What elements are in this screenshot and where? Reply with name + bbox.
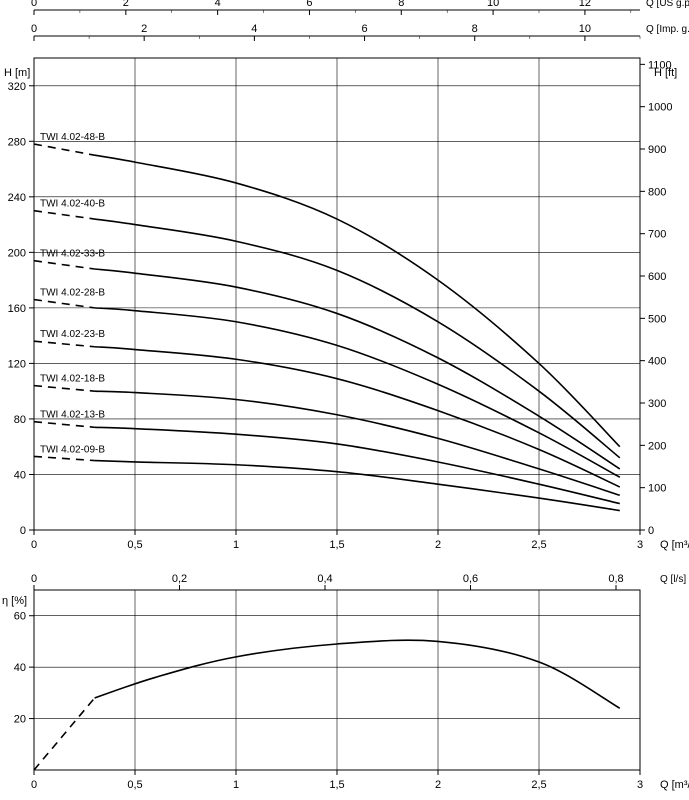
curve-TWI 4.02-09-B (95, 461, 620, 511)
svg-text:200: 200 (8, 247, 26, 259)
svg-text:4: 4 (251, 23, 257, 35)
svg-text:1000: 1000 (648, 102, 672, 114)
curve-TWI 4.02-48-B (95, 155, 620, 447)
svg-text:80: 80 (14, 414, 26, 426)
svg-text:3: 3 (637, 779, 643, 791)
svg-text:0: 0 (31, 23, 37, 35)
svg-text:0: 0 (31, 573, 37, 585)
svg-text:10: 10 (487, 0, 499, 9)
curve-label: TWI 4.02-48-B (40, 132, 105, 143)
svg-text:4: 4 (215, 0, 221, 9)
svg-text:0,8: 0,8 (608, 573, 623, 585)
svg-text:160: 160 (8, 303, 26, 315)
chart-svg: 00,511,522,53Q [m³/h]0408012016020024028… (0, 0, 689, 800)
svg-text:240: 240 (8, 192, 26, 204)
curve-TWI 4.02-13-B (95, 427, 620, 503)
svg-text:900: 900 (648, 144, 666, 156)
svg-text:0,4: 0,4 (317, 573, 332, 585)
svg-text:Q [Imp. g.p.m.]: Q [Imp. g.p.m.] (646, 24, 689, 35)
svg-text:2: 2 (435, 539, 441, 551)
curve-label: TWI 4.02-13-B (40, 410, 105, 421)
svg-text:2,5: 2,5 (531, 539, 546, 551)
svg-text:700: 700 (648, 229, 666, 241)
svg-text:0: 0 (648, 525, 654, 537)
svg-text:0: 0 (31, 539, 37, 551)
svg-text:H [m]: H [m] (4, 67, 30, 79)
curve-TWI 4.02-18-B (95, 391, 620, 495)
svg-text:10: 10 (579, 23, 591, 35)
curve-label: TWI 4.02-09-B (40, 444, 105, 455)
svg-text:3: 3 (637, 539, 643, 551)
svg-text:Q [US g.p.m.]: Q [US g.p.m.] (646, 0, 689, 9)
svg-text:8: 8 (398, 0, 404, 9)
svg-text:100: 100 (648, 483, 666, 495)
svg-text:0,6: 0,6 (463, 573, 478, 585)
svg-text:800: 800 (648, 186, 666, 198)
svg-text:40: 40 (14, 469, 26, 481)
svg-text:500: 500 (648, 313, 666, 325)
curve-label: TWI 4.02-40-B (40, 199, 105, 210)
svg-text:Q [l/s]: Q [l/s] (660, 574, 686, 585)
svg-text:2: 2 (435, 779, 441, 791)
svg-text:12: 12 (579, 0, 591, 9)
svg-text:300: 300 (648, 398, 666, 410)
svg-text:0: 0 (31, 0, 37, 9)
curve-label: TWI 4.02-28-B (40, 288, 105, 299)
efficiency-curve (95, 640, 620, 708)
svg-text:Q [m³/h]: Q [m³/h] (660, 539, 689, 551)
curve-TWI 4.02-40-B (95, 219, 620, 458)
svg-text:0,5: 0,5 (127, 779, 142, 791)
curve-label: TWI 4.02-23-B (40, 329, 105, 340)
svg-text:320: 320 (8, 81, 26, 93)
svg-text:0,2: 0,2 (172, 573, 187, 585)
svg-text:280: 280 (8, 136, 26, 148)
curve-TWI 4.02-33-B (95, 269, 620, 469)
svg-text:200: 200 (648, 440, 666, 452)
svg-text:2: 2 (141, 23, 147, 35)
curve-label: TWI 4.02-33-B (40, 249, 105, 260)
svg-text:8: 8 (472, 23, 478, 35)
svg-text:1,5: 1,5 (329, 779, 344, 791)
svg-text:40: 40 (14, 662, 26, 674)
svg-text:600: 600 (648, 271, 666, 283)
svg-text:60: 60 (14, 611, 26, 623)
svg-text:20: 20 (14, 714, 26, 726)
svg-text:120: 120 (8, 358, 26, 370)
svg-text:0: 0 (20, 525, 26, 537)
svg-text:H [ft]: H [ft] (654, 67, 677, 79)
svg-text:400: 400 (648, 356, 666, 368)
curve-label: TWI 4.02-18-B (40, 374, 105, 385)
svg-text:1: 1 (233, 539, 239, 551)
svg-text:1,5: 1,5 (329, 539, 344, 551)
svg-text:2: 2 (123, 0, 129, 9)
svg-text:0,5: 0,5 (127, 539, 142, 551)
svg-text:6: 6 (361, 23, 367, 35)
svg-text:6: 6 (306, 0, 312, 9)
svg-text:1: 1 (233, 779, 239, 791)
svg-text:Q [m³/h]: Q [m³/h] (660, 779, 689, 791)
svg-text:0: 0 (31, 779, 37, 791)
pump-curve-chart: { "canvas": { "width": 689, "height": 80… (0, 0, 689, 800)
svg-text:2,5: 2,5 (531, 779, 546, 791)
svg-text:η [%]: η [%] (2, 595, 27, 607)
